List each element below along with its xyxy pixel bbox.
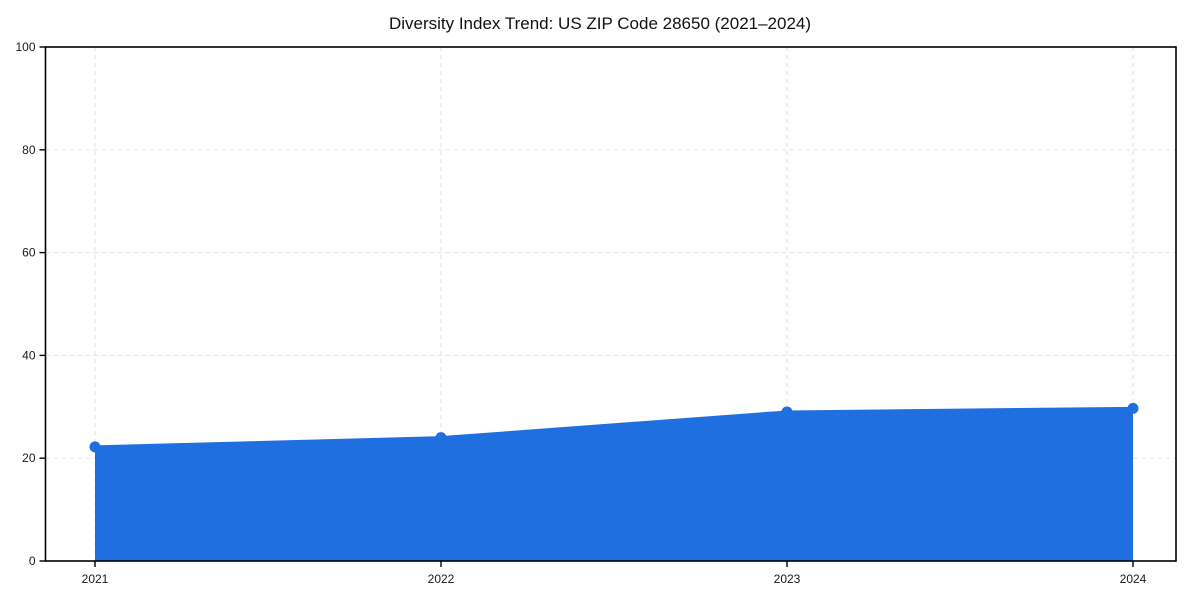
data-point (435, 432, 447, 444)
x-tick-label: 2021 (82, 572, 109, 586)
x-tick-label: 2023 (774, 572, 801, 586)
y-tick-label: 20 (22, 451, 36, 465)
x-tick-label: 2022 (428, 572, 455, 586)
plot-frame (44, 46, 1177, 562)
y-tick-label: 100 (15, 40, 35, 54)
data-point (781, 406, 793, 418)
y-tick-label: 80 (22, 143, 36, 157)
x-tick-label: 2024 (1120, 572, 1147, 586)
chart-title: Diversity Index Trend: US ZIP Code 28650… (388, 14, 812, 33)
y-tick-label: 60 (22, 246, 36, 260)
data-point (89, 441, 101, 453)
y-tick-label: 0 (29, 554, 36, 568)
area-fill (95, 408, 1133, 561)
data-point (1127, 402, 1139, 414)
trend-line (93, 406, 1135, 449)
y-tick-label: 40 (22, 348, 36, 362)
